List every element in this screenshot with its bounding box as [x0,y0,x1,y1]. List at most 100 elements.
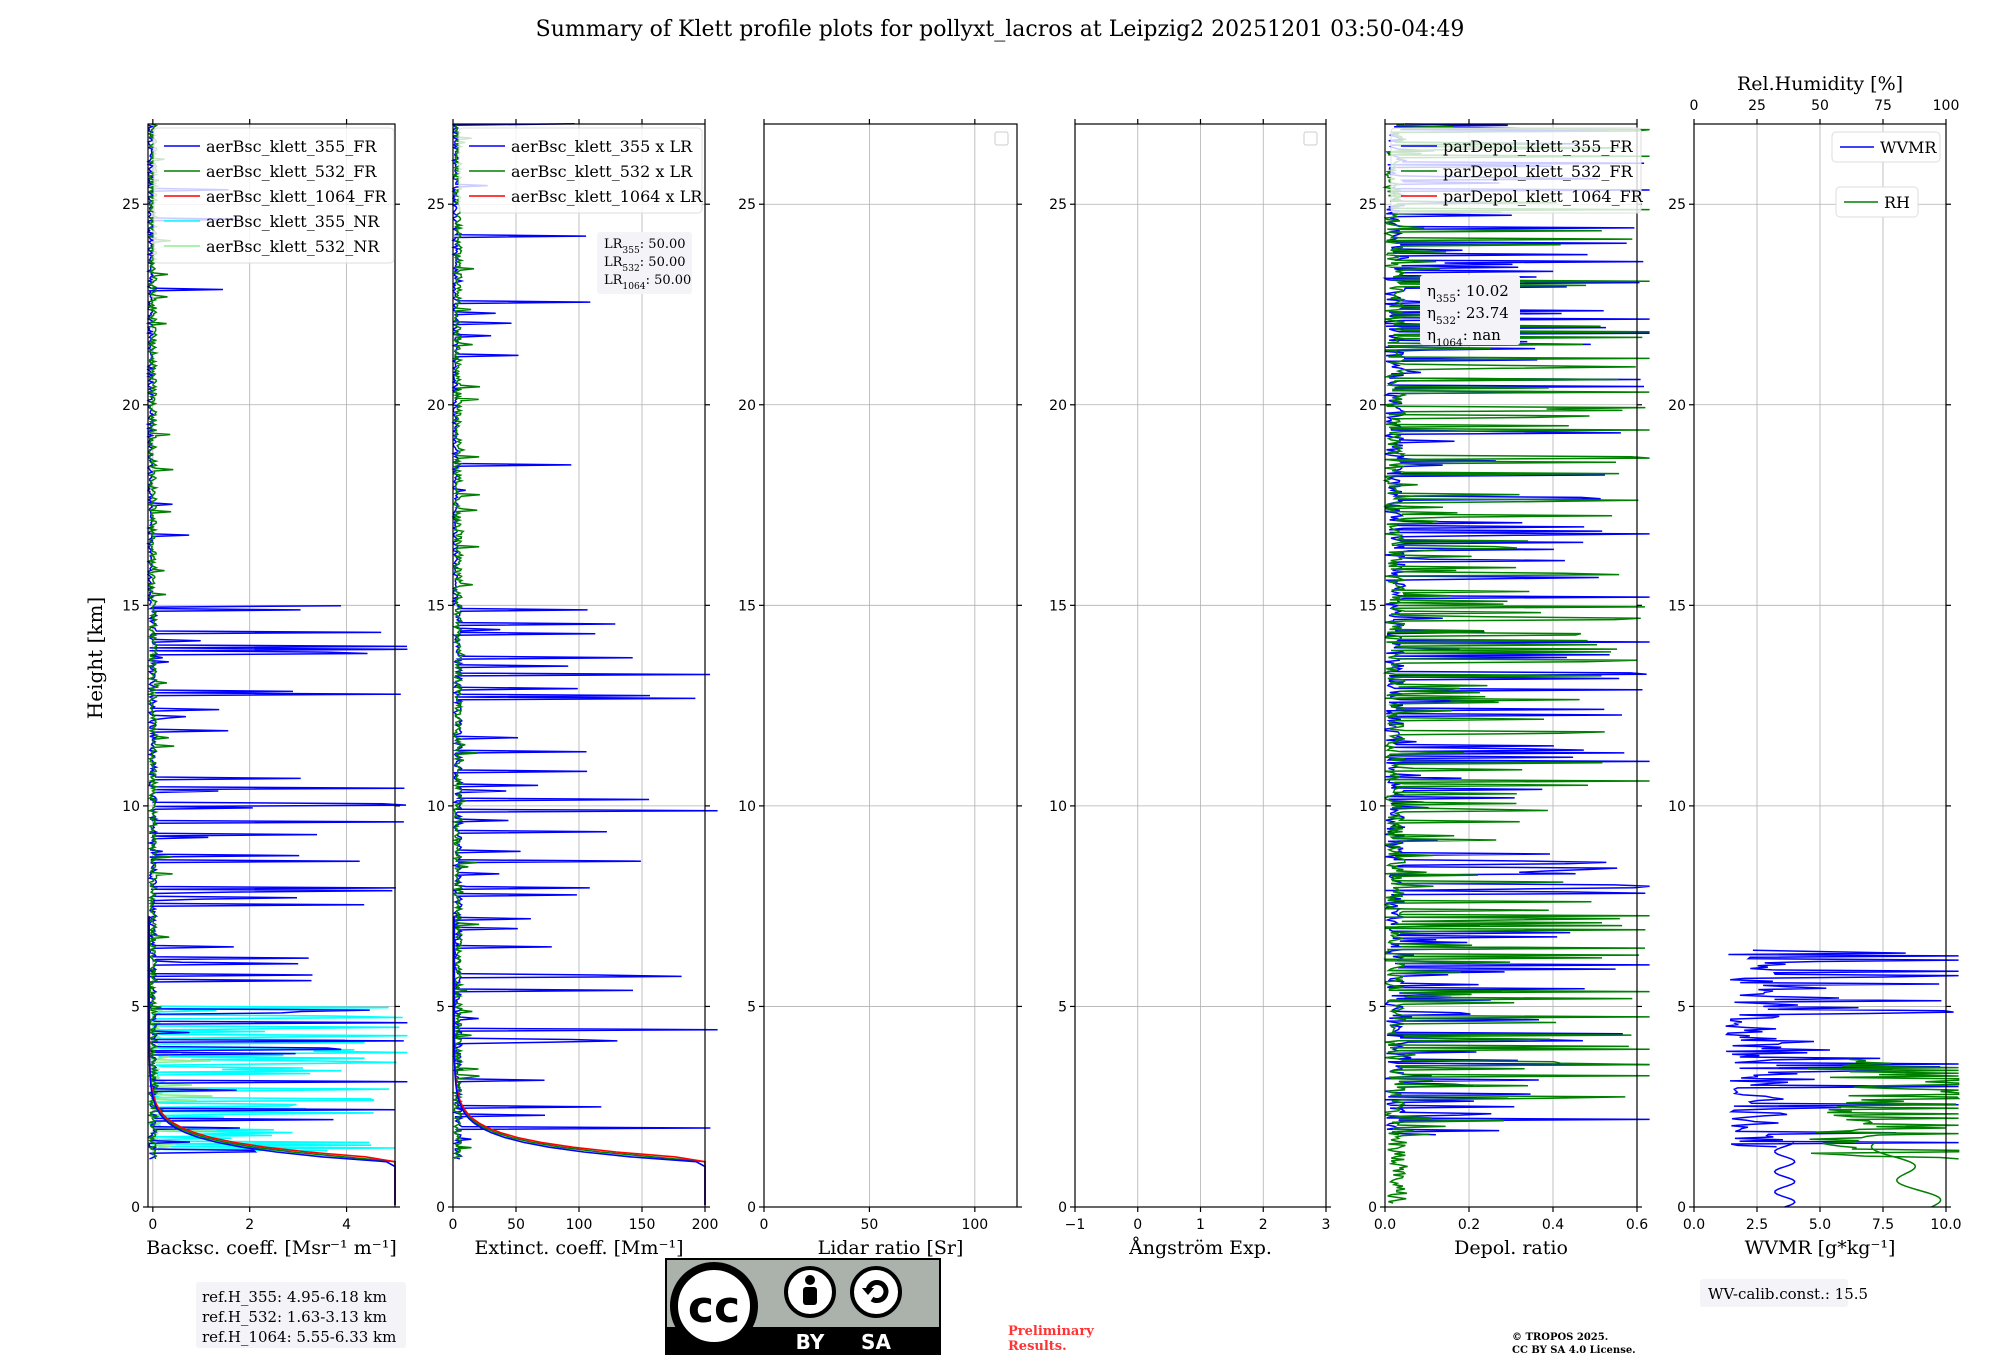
x-tick-label: 2 [245,1217,254,1233]
x-tick-label: 3 [1322,1217,1331,1233]
x-tick-label: 7.5 [1872,1217,1894,1233]
x-tick-label: 1 [1196,1217,1205,1233]
y-tick-label: 0 [747,1200,756,1216]
cc-logo-text: cc [688,1282,740,1333]
y-tick-label: 0 [436,1200,445,1216]
x-tick-label: 0 [760,1217,769,1233]
y-tick-label: 15 [738,598,756,614]
x-tick-label: 100 [566,1217,593,1233]
x-tick-label: 0.6 [1626,1217,1648,1233]
x-tick-label: 0.0 [1683,1217,1705,1233]
badge-by-label: BY [796,1330,825,1354]
x-tick-label: 0.4 [1542,1217,1564,1233]
y-tick-label: 5 [1058,999,1067,1015]
annotation-line: LR [604,273,624,288]
x-tick-label: 5.0 [1809,1217,1831,1233]
x-tick-label: −1 [1065,1217,1086,1233]
y-tick-label: 20 [738,398,756,414]
legend-entry: RH [1884,193,1910,212]
figure-title: Summary of Klett profile plots for polly… [536,17,1465,42]
legend-entry: aerBsc_klett_532_FR [206,162,377,181]
cc-logo-icon [670,1262,758,1350]
x-tick-label: 4 [342,1217,351,1233]
x-axis-label-wv: WVMR [g*kg⁻¹] [1745,1237,1896,1259]
y-tick-label: 5 [436,999,445,1015]
y-tick-label: 15 [122,598,140,614]
y-tick-label: 15 [427,598,445,614]
y-tick-label: 5 [131,999,140,1015]
y-tick-label: 15 [1668,598,1686,614]
y-tick-label: 25 [1049,197,1067,213]
x-axis-label-bsc: Backsc. coeff. [Msr⁻¹ m⁻¹] [146,1237,397,1259]
ref-h-1064: ref.H_1064: 5.55-6.33 km [202,1328,396,1346]
y-tick-label: 20 [427,398,445,414]
x-tick-label: 0 [148,1217,157,1233]
legend-entry: aerBsc_klett_532 x LR [511,162,693,181]
y-tick-label: 20 [122,398,140,414]
y-tick-label: 25 [122,197,140,213]
x2-tick-label: 0 [1690,98,1699,114]
legend-dep: parDepol_klett_355_FR parDepol_klett_532_… [1390,127,1644,214]
x-tick-label: 0.0 [1374,1217,1396,1233]
y-axis-label: Height [km] [83,597,107,719]
legend-entry: aerBsc_klett_355 x LR [511,137,693,156]
x2-axis-label: Rel.Humidity [%] [1737,73,1903,95]
legend-entry: WVMR [1880,138,1937,157]
axes-frame-lr [763,123,1018,1208]
annotation-line: η [1427,326,1436,344]
ref-h-532: ref.H_532: 1.63-3.13 km [202,1308,387,1326]
y-tick-label: 25 [427,197,445,213]
panel-ext: 0 5 10 15 20 25 0 50 100 150 200 Extinct. coeff. [M… [427,119,718,1259]
profile-traces [145,123,1961,1208]
legend-entry: parDepol_klett_532_FR [1443,162,1634,181]
x-axis-label-lr: Lidar ratio [Sr] [818,1237,964,1259]
wv-calibration-box: WV-calib.const.: 15.5 [1700,1279,1868,1307]
x-tick-label: 0 [1133,1217,1142,1233]
legend-entry: aerBsc_klett_355_NR [206,212,380,231]
axes-frame-bsc [147,123,396,1208]
y-tick-label: 10 [1668,799,1686,815]
x-axis-label-ang: Ångström Exp. [1128,1237,1272,1259]
x2-tick-label: 50 [1811,98,1829,114]
x-tick-label: 50 [507,1217,525,1233]
panel-bsc: 0 5 10 15 20 25 0 2 4 Backsc. coeff. [Msr⁻¹ m⁻¹] a… [122,119,400,1259]
y-tick-label: 10 [1359,799,1377,815]
legend-bsc: aerBsc_klett_355_FR aerBsc_klett_532_FRae… [153,127,395,264]
y-tick-label: 25 [1668,197,1686,213]
empty-legend-marker [1303,131,1318,146]
lr-annotation: LR355: 50.00 LR532: 50.00 LR1064: 50.00 [597,232,692,294]
y-tick-label: 20 [1668,398,1686,414]
x2-tick-label: 25 [1748,98,1766,114]
y-tick-label: 5 [1677,999,1686,1015]
y-tick-label: 0 [1677,1200,1686,1216]
annotation-line: LR [604,255,624,270]
annotation-line: LR [604,237,624,252]
reference-height-box: ref.H_355: 4.95-6.18 km ref.H_532: 1.63-… [196,1282,406,1348]
y-tick-label: 5 [747,999,756,1015]
legend-entry: aerBsc_klett_1064 x LR [511,187,703,206]
panel-wv: 0 5 10 15 20 25 0.0 2.5 5.0 7.5 10.0 WVMR [g*kg⁻¹] 0… [1668,73,1961,1259]
x-tick-label: 0.2 [1458,1217,1480,1233]
panel-dep: 0 5 10 15 20 25 0.0 0.2 0.4 0.6 Depol. ratio parDep… [1359,119,1648,1259]
y-tick-label: 10 [122,799,140,815]
y-tick-label: 15 [1049,598,1067,614]
x-tick-label: 2 [1259,1217,1268,1233]
x-tick-label: 100 [961,1217,988,1233]
x2-tick-label: 100 [1933,98,1960,114]
legend-wv-rh: RH [1835,186,1919,218]
copyright-line-2: CC BY SA 4.0 License. [1512,1345,1636,1356]
y-tick-label: 0 [1058,1200,1067,1216]
y-tick-label: 10 [427,799,445,815]
y-tick-label: 10 [1049,799,1067,815]
legend-entry: parDepol_klett_1064_FR [1443,187,1644,206]
y-tick-label: 10 [738,799,756,815]
axes-frame-dep [1384,123,1638,1208]
x2-tick-label: 75 [1874,98,1892,114]
annotation-line: η [1427,304,1436,322]
legend-entry: parDepol_klett_355_FR [1443,137,1634,156]
